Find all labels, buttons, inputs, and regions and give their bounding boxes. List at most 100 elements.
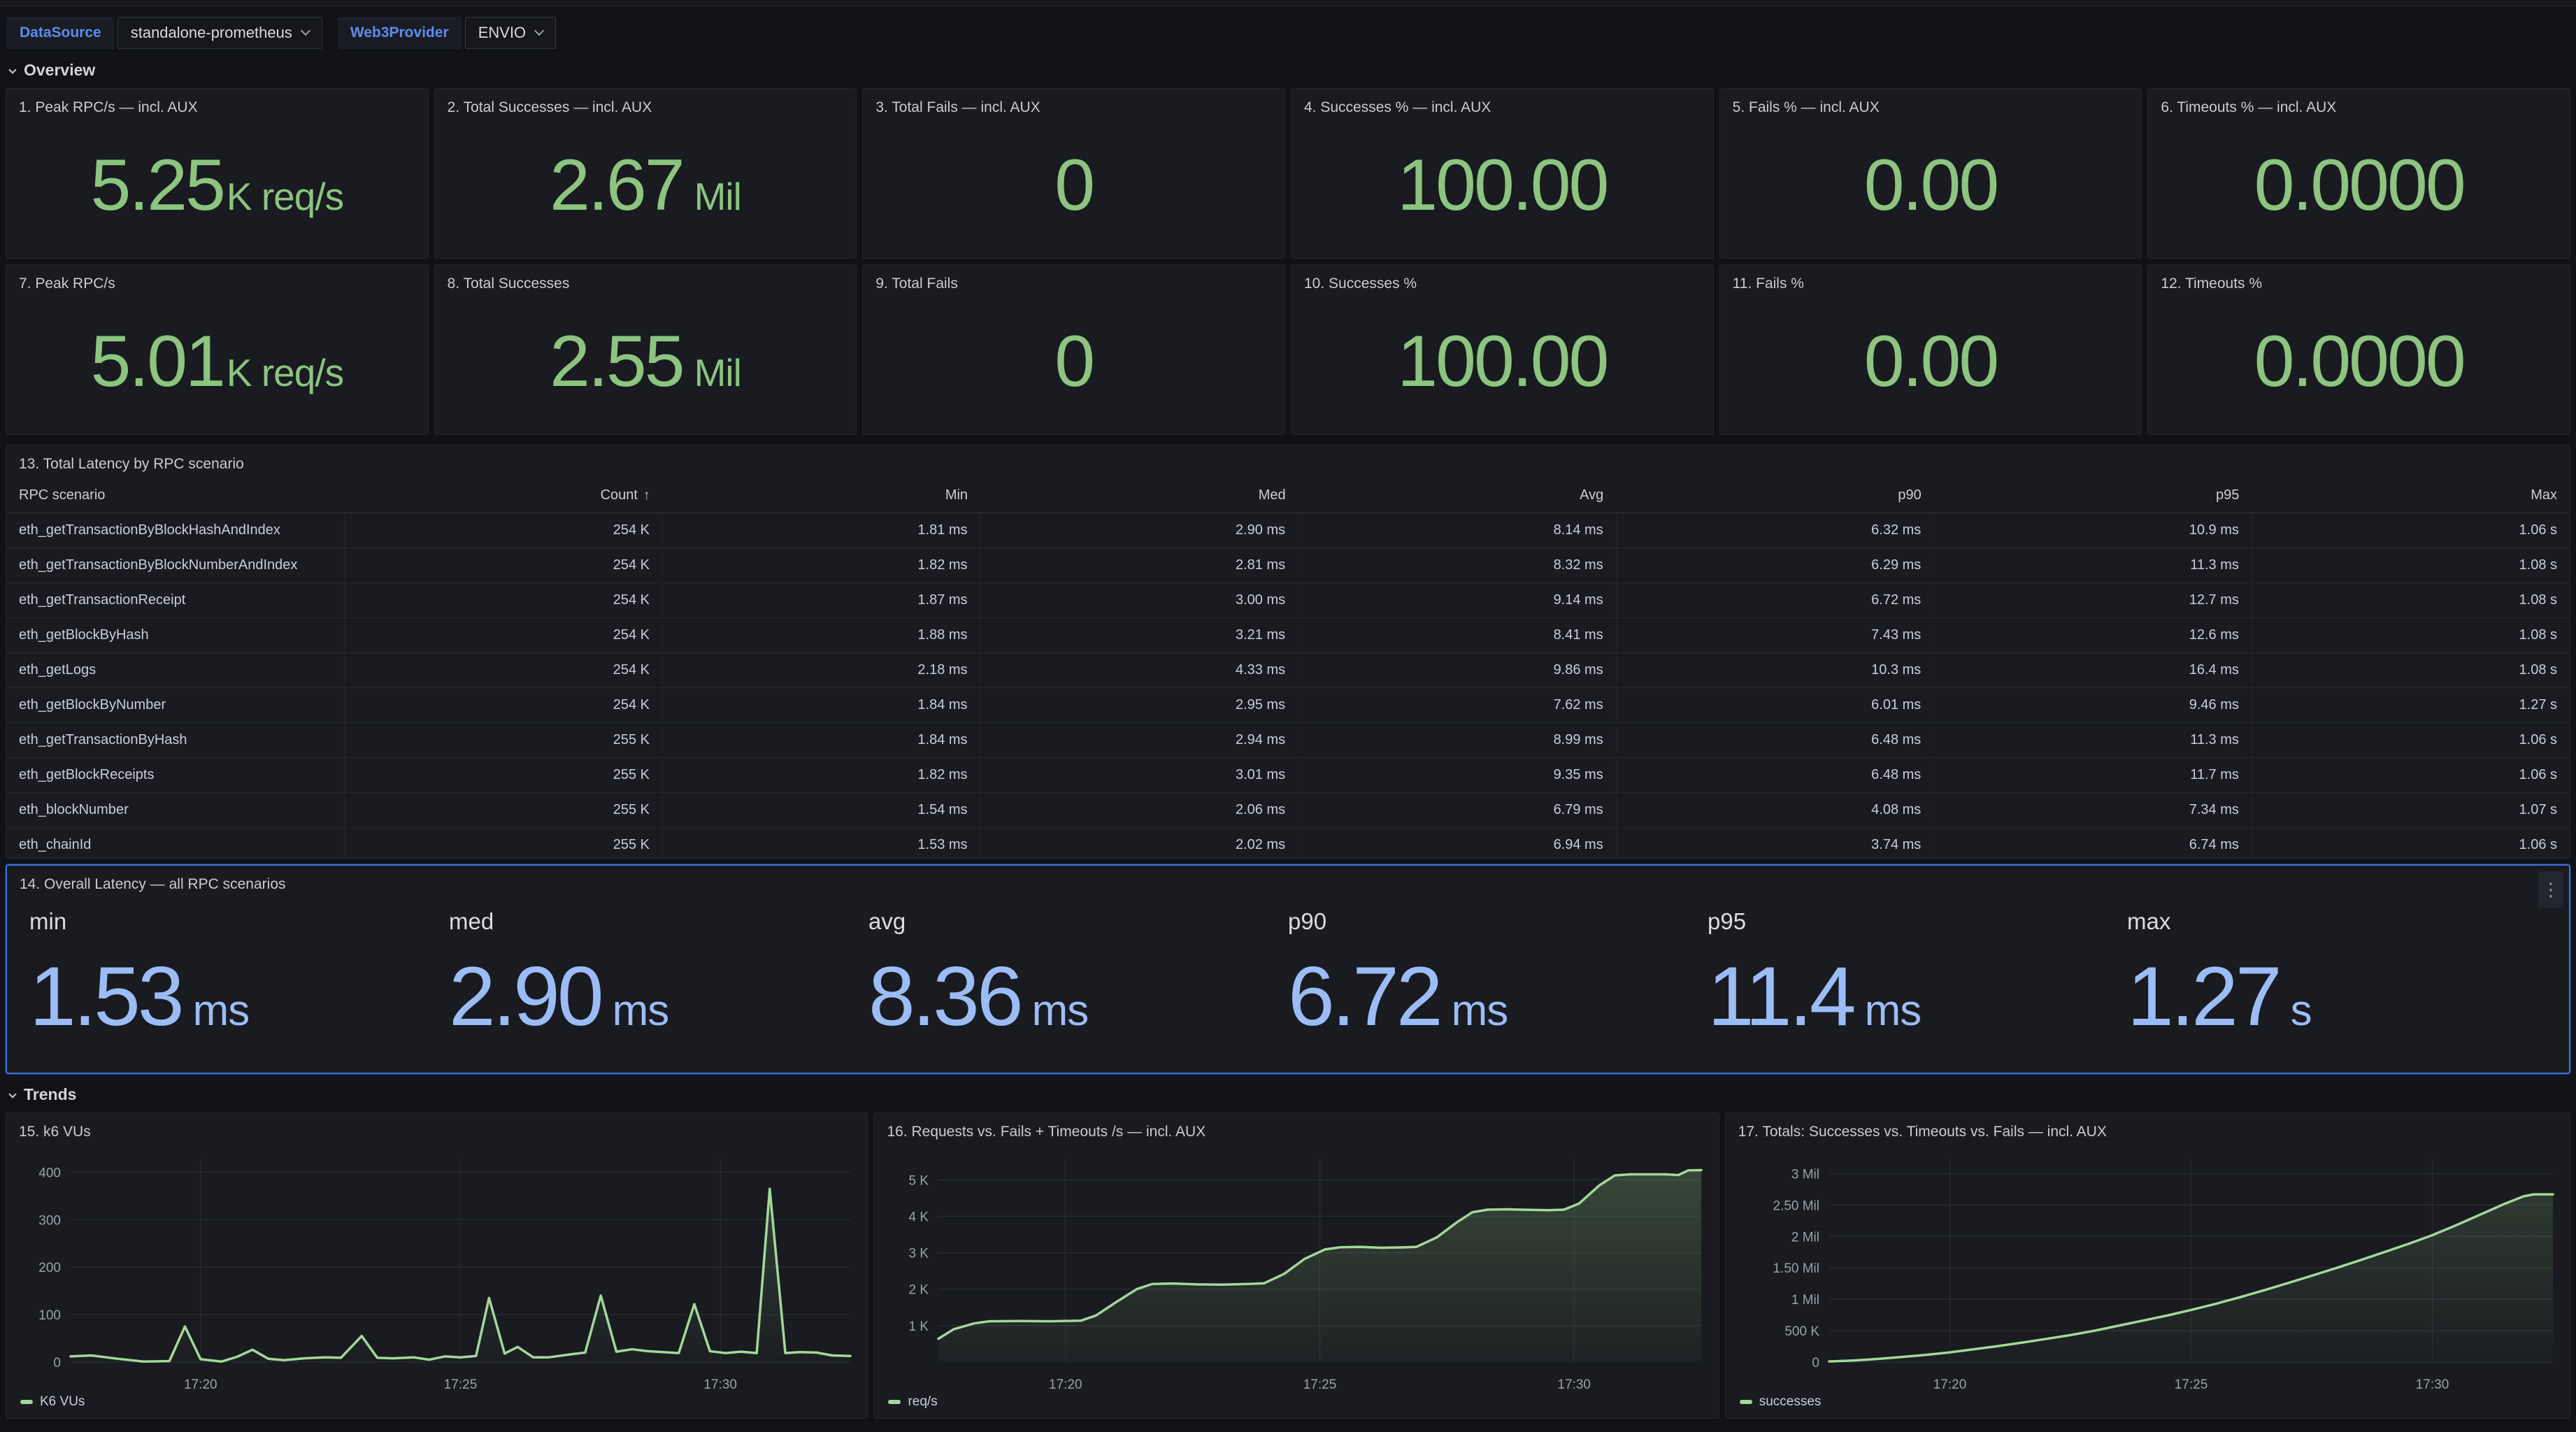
svg-text:2 Mil: 2 Mil [1791, 1230, 1819, 1245]
column-header-med[interactable]: Med [980, 478, 1298, 513]
overall-stat-avg: avg 8.36ms [868, 908, 1288, 1038]
metric-cell: 1.82 ms [662, 548, 980, 583]
chevron-down-icon [8, 66, 16, 73]
metric-cell: 7.34 ms [1934, 793, 2252, 828]
variable-web3provider: Web3Provider ENVIO [338, 17, 556, 49]
panel-title: 17. Totals: Successes vs. Timeouts vs. F… [1726, 1113, 2570, 1140]
svg-text:4 K: 4 K [909, 1210, 929, 1224]
legend-label: req/s [908, 1394, 937, 1410]
table-row: eth_getBlockByHash254 K1.88 ms3.21 ms8.4… [6, 618, 2570, 653]
metric-cell: 6.72 ms [1616, 583, 1934, 618]
table-row: eth_blockNumber255 K1.54 ms2.06 ms6.79 m… [6, 793, 2570, 828]
overall-stat-label: min [29, 908, 449, 935]
metric-cell: 6.94 ms [1298, 828, 1617, 859]
stat-panel: 1. Peak RPC/s — incl. AUX5.25K req/s [6, 88, 429, 259]
overall-stat-p95: p9511.4ms [1708, 908, 2127, 1038]
metric-cell: 1.08 s [2252, 548, 2570, 583]
overall-latency-stats: min 1.53msmed2.90msavg 8.36msp906.72msp951… [7, 893, 2569, 1038]
metric-cell: 16.4 ms [1934, 653, 2252, 688]
table-row: eth_getTransactionByHash255 K1.84 ms2.94… [6, 723, 2570, 758]
column-header-p90[interactable]: p90 [1616, 478, 1934, 513]
stat-panel: 2. Total Successes — incl. AUX2.67Mil [434, 88, 857, 259]
legend-swatch [20, 1400, 33, 1404]
metric-cell: 1.84 ms [662, 723, 980, 758]
metric-cell: 1.87 ms [662, 583, 980, 618]
metric-cell: 1.84 ms [662, 688, 980, 723]
column-header-p95[interactable]: p95 [1934, 478, 2252, 513]
variable-web3provider-current: ENVIO [478, 24, 526, 42]
panel-menu-icon[interactable]: ⋮ [2538, 871, 2563, 908]
variable-datasource-label: DataSource [7, 17, 114, 49]
table-row: eth_getLogs254 K2.18 ms4.33 ms9.86 ms10.… [6, 653, 2570, 688]
overall-stat-value: 1.53ms [29, 954, 449, 1038]
stat-panel: 7. Peak RPC/s5.01K req/s [6, 264, 429, 435]
overall-stat-value: 1.27s [2127, 954, 2547, 1038]
variable-datasource-value[interactable]: standalone-prometheus [117, 17, 322, 49]
overall-stat-value: 8.36ms [868, 954, 1288, 1038]
metric-cell: 1.06 s [2252, 758, 2570, 793]
svg-text:17:20: 17:20 [1933, 1377, 1966, 1392]
column-header-rpc-scenario[interactable]: RPC scenario [6, 478, 345, 513]
svg-text:3 Mil: 3 Mil [1791, 1167, 1819, 1182]
panel-title: 11. Fails % [1720, 265, 2142, 292]
metric-cell: 6.32 ms [1616, 513, 1934, 548]
chevron-down-icon [8, 1090, 16, 1098]
stat-panel: 11. Fails %0.00 [1719, 264, 2142, 435]
section-overview[interactable]: Overview [10, 61, 2570, 80]
panel-title: 3. Total Fails — incl. AUX [863, 89, 1285, 116]
svg-text:17:25: 17:25 [2174, 1377, 2208, 1392]
metric-cell: 1.81 ms [662, 513, 980, 548]
panel-title: 10. Successes % [1291, 265, 1713, 292]
table-row: eth_getBlockByNumber254 K1.84 ms2.95 ms7… [6, 688, 2570, 723]
legend-item[interactable]: req/s [888, 1394, 937, 1410]
metric-cell: 9.14 ms [1298, 583, 1617, 618]
metric-cell: 11.3 ms [1934, 723, 2252, 758]
table-row: eth_chainId255 K1.53 ms2.02 ms6.94 ms3.7… [6, 828, 2570, 859]
panel-title: 2. Total Successes — incl. AUX [435, 89, 857, 116]
overall-stat-max: max1.27s [2127, 908, 2547, 1038]
metric-cell: 255 K [345, 723, 663, 758]
metric-cell: 4.33 ms [980, 653, 1298, 688]
panel-title: 13. Total Latency by RPC scenario [6, 445, 2570, 473]
stat-panel: 10. Successes %100.00 [1291, 264, 1714, 435]
panel-title: 1. Peak RPC/s — incl. AUX [6, 89, 428, 116]
time-series-chart: 0500 K1 Mil1.50 Mil2 Mil2.50 Mil3 Mil17:… [1726, 1113, 2570, 1418]
section-trends[interactable]: Trends [10, 1085, 2570, 1104]
stat-panel: 8. Total Successes2.55Mil [434, 264, 857, 435]
legend-label: successes [1759, 1394, 1822, 1410]
table-row: eth_getBlockReceipts255 K1.82 ms3.01 ms9… [6, 758, 2570, 793]
metric-cell: 254 K [345, 583, 663, 618]
variable-web3provider-value[interactable]: ENVIO [465, 17, 556, 49]
stat-value: 100.00 [1397, 149, 1607, 222]
chart-panel-15: 15. k6 VUs010020030040017:2017:2517:30K6… [6, 1112, 868, 1419]
legend-item[interactable]: successes [1740, 1394, 1822, 1410]
overall-stat-med: med2.90ms [449, 908, 868, 1038]
sort-asc-icon: ↑ [643, 488, 650, 503]
overall-stat-min: min 1.53ms [29, 908, 449, 1038]
metric-cell: 2.90 ms [980, 513, 1298, 548]
stat-panel: 3. Total Fails — incl. AUX0 [862, 88, 1285, 259]
metric-cell: 2.94 ms [980, 723, 1298, 758]
svg-text:400: 400 [38, 1166, 61, 1180]
legend-item[interactable]: K6 VUs [20, 1394, 85, 1410]
panel-title: 15. k6 VUs [6, 1113, 867, 1140]
stat-row-1: 1. Peak RPC/s — incl. AUX5.25K req/s2. T… [6, 88, 2570, 259]
rpc-scenario-cell: eth_getTransactionReceipt [6, 583, 345, 618]
column-header-max[interactable]: Max [2252, 478, 2570, 513]
metric-cell: 254 K [345, 688, 663, 723]
overall-stat-value: 11.4ms [1708, 954, 2127, 1038]
overall-stat-p90: p906.72ms [1288, 908, 1708, 1038]
table-row: eth_getTransactionByBlockHashAndIndex254… [6, 513, 2570, 548]
column-header-count[interactable]: Count↑ [345, 478, 663, 513]
svg-text:5 K: 5 K [909, 1173, 929, 1188]
svg-text:17:25: 17:25 [1303, 1377, 1337, 1392]
metric-cell: 9.46 ms [1934, 688, 2252, 723]
overall-stat-label: avg [868, 908, 1288, 935]
rpc-scenario-cell: eth_getLogs [6, 653, 345, 688]
column-header-avg[interactable]: Avg [1298, 478, 1617, 513]
stat-value: 0.0000 [2254, 325, 2464, 398]
svg-text:17:30: 17:30 [2415, 1377, 2449, 1392]
column-header-min[interactable]: Min [662, 478, 980, 513]
metric-cell: 255 K [345, 828, 663, 859]
metric-cell: 2.95 ms [980, 688, 1298, 723]
